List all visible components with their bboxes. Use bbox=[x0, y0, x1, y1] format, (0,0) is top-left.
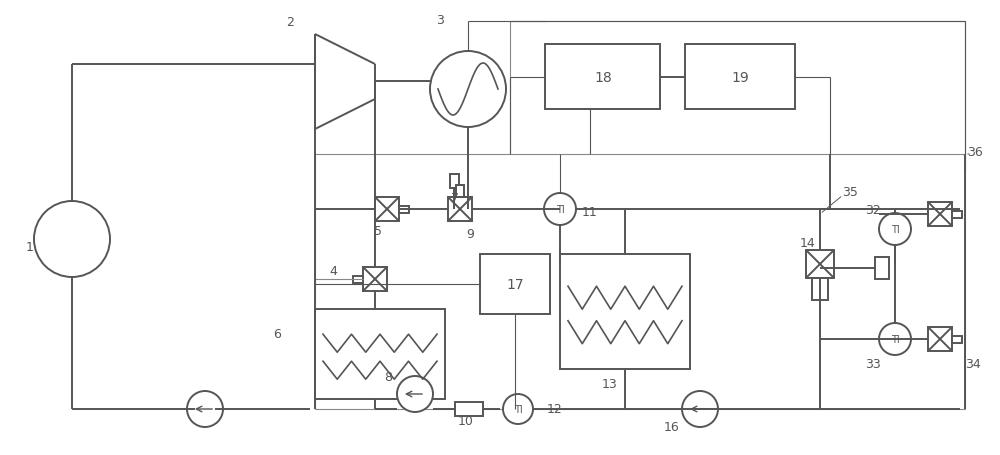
Bar bbox=[315, 155, 965, 409]
Text: 12: 12 bbox=[547, 403, 563, 415]
Bar bbox=[448, 197, 472, 222]
Bar bbox=[806, 250, 834, 278]
Text: TI: TI bbox=[891, 334, 899, 344]
Bar bbox=[456, 186, 464, 197]
Text: 6: 6 bbox=[273, 328, 281, 341]
Text: 2: 2 bbox=[286, 15, 294, 29]
Bar bbox=[560, 254, 690, 369]
Text: 9: 9 bbox=[466, 228, 474, 241]
Text: 16: 16 bbox=[664, 420, 680, 434]
Text: 33: 33 bbox=[865, 358, 881, 371]
Bar bbox=[315, 309, 445, 399]
Text: 7: 7 bbox=[451, 191, 459, 204]
Bar bbox=[875, 258, 889, 279]
Text: 5: 5 bbox=[374, 225, 382, 238]
Text: TI: TI bbox=[514, 404, 522, 414]
Text: 11: 11 bbox=[582, 205, 598, 218]
Circle shape bbox=[397, 376, 433, 412]
Text: TI: TI bbox=[891, 224, 899, 234]
Text: 19: 19 bbox=[731, 71, 749, 85]
Text: 1: 1 bbox=[26, 241, 34, 254]
Circle shape bbox=[34, 202, 110, 278]
Bar bbox=[455, 402, 483, 416]
Bar bbox=[812, 278, 828, 300]
Text: TI: TI bbox=[556, 205, 564, 214]
Text: 13: 13 bbox=[602, 378, 618, 391]
Text: 35: 35 bbox=[842, 186, 858, 199]
Text: 32: 32 bbox=[865, 203, 881, 216]
Bar bbox=[510, 22, 965, 172]
Bar bbox=[952, 212, 962, 218]
Bar bbox=[363, 268, 387, 291]
Text: 3: 3 bbox=[436, 14, 444, 26]
Text: 36: 36 bbox=[967, 145, 983, 158]
Circle shape bbox=[879, 324, 911, 355]
Bar bbox=[685, 45, 795, 110]
Text: 17: 17 bbox=[506, 278, 524, 291]
Circle shape bbox=[503, 394, 533, 424]
Circle shape bbox=[544, 193, 576, 226]
Text: 10: 10 bbox=[458, 415, 474, 428]
Bar bbox=[450, 175, 459, 188]
Circle shape bbox=[682, 391, 718, 427]
Bar bbox=[480, 254, 550, 314]
Circle shape bbox=[187, 391, 223, 427]
Text: 14: 14 bbox=[800, 237, 816, 250]
Text: 4: 4 bbox=[329, 265, 337, 278]
Bar bbox=[399, 207, 409, 213]
Bar bbox=[353, 276, 363, 283]
Bar bbox=[375, 197, 399, 222]
Text: 8: 8 bbox=[384, 371, 392, 384]
Bar bbox=[928, 202, 952, 227]
Circle shape bbox=[879, 213, 911, 245]
Text: 18: 18 bbox=[594, 71, 612, 85]
Circle shape bbox=[430, 52, 506, 128]
Text: 34: 34 bbox=[965, 358, 981, 371]
Bar bbox=[928, 327, 952, 351]
Bar bbox=[545, 45, 660, 110]
Bar bbox=[952, 336, 962, 343]
